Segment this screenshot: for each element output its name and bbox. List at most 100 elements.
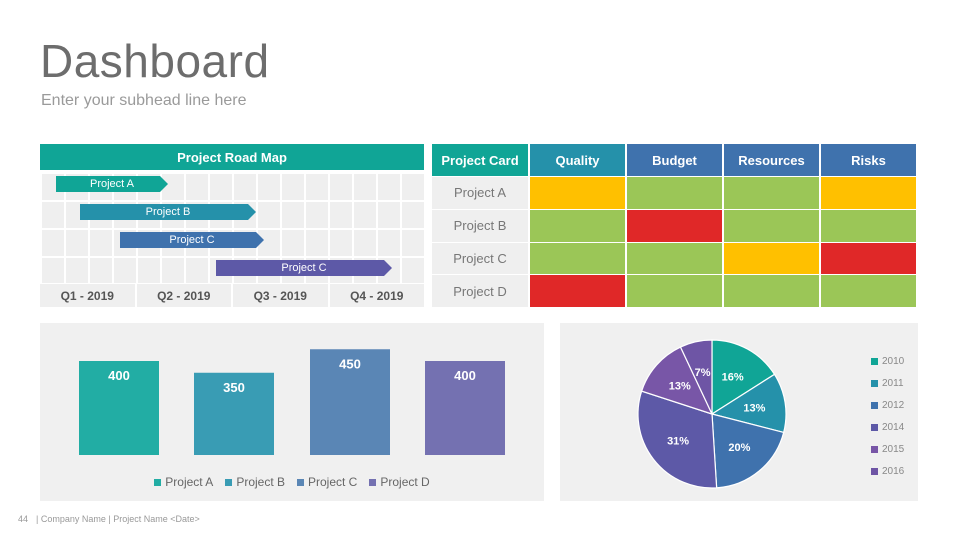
header-cell: Project Card	[432, 144, 530, 177]
pie-legend: 2010 2011 2012 2014 2015 2016	[871, 350, 918, 482]
pie-slice-label: 13%	[669, 381, 691, 393]
legend-swatch	[871, 445, 878, 453]
project-roadmap: Project Road Map Project A Project B Pro…	[40, 144, 424, 307]
legend-label: 2012	[882, 399, 905, 411]
pie-slice-label: 7%	[695, 367, 711, 379]
legend-item: 2011	[871, 372, 918, 394]
footer-text: | Company Name | Project Name <Date>	[36, 514, 200, 524]
quarter-label: Q3 - 2019	[233, 284, 330, 307]
status-cell	[529, 208, 627, 243]
pie-slice	[640, 346, 714, 415]
status-cell	[820, 274, 918, 308]
status-cell	[626, 176, 724, 210]
pie-slice	[711, 413, 785, 489]
roadmap-bar: Project B	[80, 204, 256, 220]
status-cell	[820, 208, 918, 243]
bar	[310, 349, 390, 455]
quarter-label: Q4 - 2019	[329, 284, 424, 307]
row-label: Project C	[432, 241, 530, 276]
legend-label: 2010	[882, 355, 905, 367]
status-cell	[529, 274, 627, 308]
bar-value-label: 450	[339, 356, 361, 371]
roadmap-header: Project Road Map	[40, 144, 424, 170]
roadmap-bar: Project A	[56, 176, 168, 192]
bar-value-label: 400	[108, 368, 130, 383]
status-cell	[820, 241, 918, 276]
header-cell: Budget	[626, 144, 724, 177]
footer: 44 | Company Name | Project Name <Date>	[18, 514, 200, 524]
header-cell: Quality	[529, 144, 627, 177]
legend-item: 2012	[871, 394, 918, 416]
legend-label: Project B	[236, 475, 285, 489]
legend-swatch	[369, 478, 377, 486]
pie-slice-label: 13%	[743, 402, 765, 414]
pie-slice	[679, 339, 713, 415]
status-cell	[529, 176, 627, 210]
status-cell	[626, 208, 724, 243]
row-label: Project B	[432, 208, 530, 243]
status-cell	[529, 241, 627, 276]
bar-value-label: 400	[454, 368, 476, 383]
table-row: Project B	[432, 208, 918, 243]
legend-item: 2010	[871, 350, 918, 372]
roadmap-bar: Project C	[216, 260, 392, 276]
bar-chart-panel: 400 350 450 400 Project A Project B Project C…	[40, 323, 544, 501]
table-row: Project C	[432, 241, 918, 276]
header-cell: Resources	[723, 144, 821, 177]
legend-swatch	[871, 423, 878, 431]
bar-legend: Project A Project B Project C Project D	[40, 473, 544, 491]
pie-slice	[711, 339, 776, 416]
bar-chart: 400 350 450 400	[79, 349, 505, 455]
status-cell	[626, 241, 724, 276]
legend-item: 2016	[871, 460, 918, 482]
legend-swatch	[297, 478, 304, 486]
legend-item: 2015	[871, 438, 918, 460]
pie-chart-panel: 16% 13% 20% 31% 13% 7% 2010 2011 2012 2014 2015 20…	[560, 323, 918, 501]
legend-swatch	[154, 478, 162, 486]
table-header-row: Project Card Quality Budget Resources Ri…	[432, 144, 918, 177]
legend-label: Project A	[165, 475, 214, 489]
roadmap-quarters: Q1 - 2019 Q2 - 2019 Q3 - 2019 Q4 - 2019	[40, 284, 424, 307]
page-title: Dashboard	[40, 35, 270, 87]
legend-label: Project D	[380, 475, 430, 489]
status-cell	[723, 274, 821, 308]
row-label: Project A	[432, 176, 530, 210]
legend-swatch	[871, 467, 878, 475]
header-cell: Risks	[820, 144, 918, 177]
table-row: Project A	[432, 176, 918, 210]
status-cell	[626, 274, 724, 308]
legend-item: Project B	[225, 473, 285, 491]
page-subtitle: Enter your subhead line here	[41, 92, 247, 109]
roadmap-grid: Project A Project B Project C Project C	[40, 172, 424, 283]
pie-slice-label: 31%	[667, 435, 689, 447]
legend-item: 2014	[871, 416, 918, 438]
roadmap-bar: Project C	[120, 232, 264, 248]
legend-swatch	[871, 357, 878, 365]
pie-slice	[710, 373, 787, 434]
quarter-label: Q1 - 2019	[40, 284, 137, 307]
status-cell	[820, 176, 918, 210]
legend-item: Project C	[297, 473, 357, 491]
status-cell	[723, 241, 821, 276]
legend-swatch	[871, 401, 878, 409]
legend-label: 2015	[882, 443, 905, 455]
pie-slice-label: 20%	[728, 442, 750, 454]
legend-label: Project C	[308, 475, 358, 489]
legend-swatch	[225, 478, 233, 486]
bar	[425, 361, 505, 455]
bar	[194, 372, 274, 455]
row-label: Project D	[432, 274, 530, 308]
legend-label: 2011	[882, 377, 904, 389]
page-number: 44	[18, 514, 29, 524]
status-cell	[723, 176, 821, 210]
bar-value-label: 350	[223, 380, 245, 395]
pie-slice	[637, 390, 718, 489]
pie-slice-label: 16%	[722, 371, 744, 383]
project-card-table: Project Card Quality Budget Resources Ri…	[432, 144, 918, 308]
legend-item: Project D	[369, 473, 430, 491]
table-row: Project D	[432, 274, 918, 308]
pie-chart: 16% 13% 20% 31% 13% 7%	[637, 339, 787, 489]
legend-item: Project A	[154, 473, 213, 491]
status-cell	[723, 208, 821, 243]
legend-label: 2014	[882, 421, 905, 433]
